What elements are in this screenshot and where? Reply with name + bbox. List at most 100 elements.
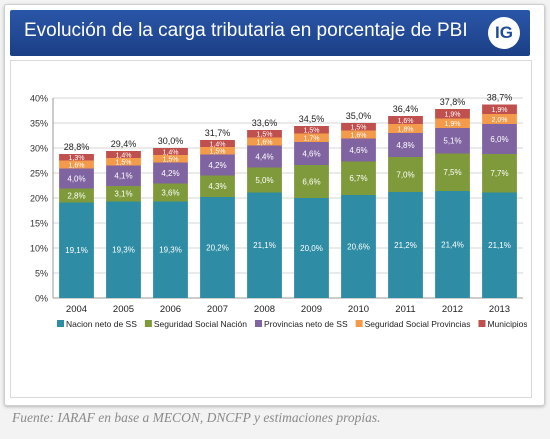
y-tick-label: 15% [30,219,48,229]
bar-value-label: 2,0% [492,117,508,124]
bar-value-label: 1,6% [69,162,85,169]
bar-value-label: 1,9% [492,107,508,114]
bar-segment [247,145,282,168]
bar-value-label: 1,6% [398,118,414,125]
total-label: 31,7% [205,128,231,138]
bar-value-label: 1,9% [445,121,461,128]
bar-segment [294,165,329,198]
bar-segment [106,151,141,158]
bar-value-label: 1,7% [304,136,320,143]
bar-segment [59,188,94,203]
bar-segment [388,124,423,133]
bar-value-label: 5,0% [255,176,273,185]
bar-value-label: 21,1% [488,241,511,250]
bar-segment [388,133,423,157]
legend-swatch [254,320,262,327]
y-tick-label: 10% [30,244,48,254]
bar-segment [294,133,329,142]
bar-segment [247,137,282,146]
x-tick-label: 2012 [442,304,463,315]
x-tick-label: 2004 [66,304,87,315]
bar-value-label: 21,2% [394,241,417,250]
total-label: 30,0% [158,136,184,146]
bar-value-label: 1,4% [210,141,226,148]
bar-segment [106,165,141,186]
bar-segment [294,126,329,134]
bar-segment [247,130,282,138]
x-tick-label: 2013 [489,304,510,315]
bar-value-label: 1,4% [116,152,132,159]
bar-value-label: 1,5% [210,149,226,156]
bar-value-label: 4,2% [161,169,179,178]
bar-value-label: 21,4% [441,240,464,249]
bar-value-label: 1,5% [351,125,367,132]
legend-label: Seguridad Social Provincias [365,319,471,329]
bar-value-label: 5,1% [443,137,461,146]
bar-segment [106,186,141,202]
bar-segment [106,158,141,166]
legend-swatch [478,320,486,327]
bar-segment [435,153,470,191]
x-tick-label: 2009 [301,304,322,315]
bar-segment [388,157,423,192]
bar-value-label: 4,3% [208,182,226,191]
bar-segment [153,148,188,155]
y-tick-label: 35% [30,119,48,129]
bar-value-label: 21,1% [253,241,276,250]
bar-segment [247,192,282,298]
bar-value-label: 20,2% [206,243,229,252]
bar-value-label: 3,6% [161,188,179,197]
bar-segment [482,104,517,114]
bar-segment [200,197,235,298]
bar-segment [435,191,470,298]
bar-value-label: 1,3% [69,155,85,162]
bar-value-label: 1,4% [163,149,179,156]
bar-segment [482,154,517,193]
stacked-bar-chart: 0% 5% 10% 15% 20% 25% 30% 35% 40% 19,1% 2,8% 4,0% 1,… [30,93,527,330]
bar-value-label: 1,5% [304,128,320,135]
bar-segment [482,114,517,124]
bar-segment [200,175,235,197]
y-tick-label: 5% [35,269,48,279]
total-label: 29,4% [111,139,137,149]
bar-value-label: 19,3% [159,246,182,255]
bar-segment [388,116,423,124]
total-label: 34,5% [299,114,325,124]
bar-value-label: 7,0% [396,170,414,179]
bar-value-label: 1,8% [398,126,414,133]
bar-value-label: 4,0% [67,174,85,183]
ig-logo: IG [488,17,520,49]
bar-segment [59,154,94,161]
total-label: 33,6% [252,118,278,128]
bar-value-label: 1,5% [163,157,179,164]
bar-value-label: 1,5% [257,132,273,139]
source-note: Fuente: IARAF en base a MECON, DNCFP y e… [12,410,381,425]
y-tick-label: 40% [30,94,48,104]
bar-segment [294,142,329,165]
x-tick-label: 2007 [207,304,228,315]
x-tick-label: 2008 [254,304,275,315]
legend-swatch [144,320,152,327]
legend-label: Municipios [487,319,527,329]
total-label: 38,7% [487,93,513,103]
bar-segment [200,154,235,176]
total-label: 35,0% [346,111,372,121]
bar-segment [200,147,235,155]
header-banner: Evolución de la carga tributaria en porc… [10,10,530,56]
total-label: 28,8% [64,142,90,152]
total-label: 37,8% [440,97,466,107]
bar-segment [153,183,188,202]
bar-value-label: 1,6% [351,132,367,139]
bar-value-label: 4,4% [255,152,273,161]
bar-segment [247,167,282,193]
bar-value-label: 4,6% [302,149,320,158]
bar-segment [388,192,423,298]
bar-segment [435,128,470,154]
bar-segment [153,201,188,298]
bar-value-label: 19,3% [112,246,135,255]
x-tick-label: 2005 [113,304,134,315]
total-label: 36,4% [393,104,419,114]
bar-segment [435,118,470,128]
bar-segment [294,198,329,298]
y-tick-label: 0% [35,294,48,304]
